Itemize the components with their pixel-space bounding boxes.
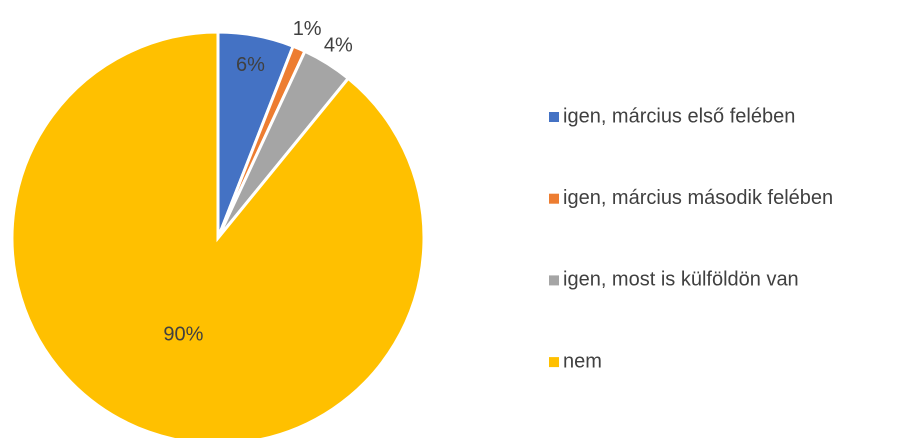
data-label: 4% [324,34,353,56]
legend-label: nem [563,350,602,372]
data-label: 6% [236,54,265,76]
legend-swatch [549,357,559,368]
legend-swatch [549,275,559,286]
pie-slice [10,30,426,438]
legend-label: igen, most is külföldön van [563,269,799,291]
legend-label: igen, március második felében [563,187,833,209]
data-label: 1% [293,18,322,40]
legend-swatch [549,112,559,122]
legend-label: igen, március első felében [563,105,795,127]
data-label: 90% [163,323,203,345]
legend-swatch [549,193,559,204]
